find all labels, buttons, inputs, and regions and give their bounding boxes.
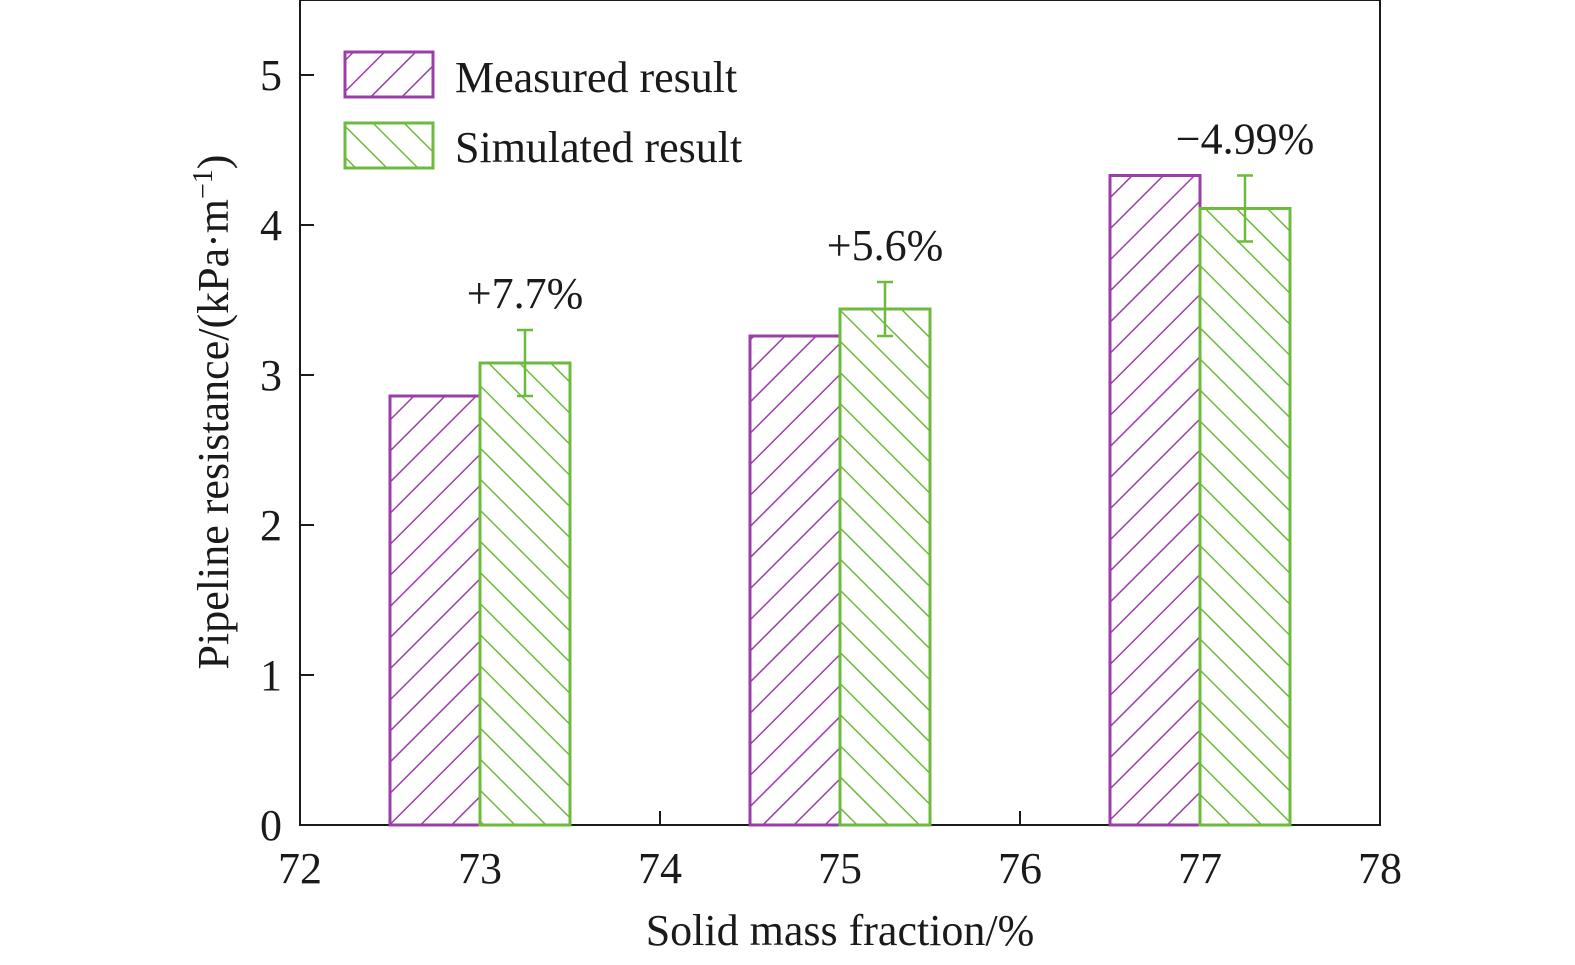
y-tick-label: 5 [260, 51, 282, 100]
y-axis-title-close: ) [189, 155, 238, 170]
x-tick-label: 77 [1178, 844, 1222, 893]
y-axis-ticks: 0 1 2 3 4 5 [260, 51, 314, 850]
annotation-label: +7.7% [467, 269, 583, 318]
y-tick-label: 2 [260, 501, 282, 550]
x-axis-title: Solid mass fraction/% [646, 906, 1035, 955]
legend: Measured result Simulated result [343, 50, 742, 172]
y-tick-label: 3 [260, 351, 282, 400]
x-tick-label: 72 [278, 844, 322, 893]
bar-measured [1108, 174, 1202, 827]
y-tick-label: 0 [260, 801, 282, 850]
x-tick-label: 76 [998, 844, 1042, 893]
annotation-label: +5.6% [827, 221, 943, 270]
annotations: +7.7% +5.6% −4.99% [467, 115, 1314, 319]
y-axis-title-main: Pipeline resistance/(kPa·m [189, 199, 238, 669]
error-bars [517, 174, 1253, 398]
y-axis-title-sup: −1 [188, 169, 219, 199]
legend-label-simulated: Simulated result [455, 123, 742, 172]
bar-simulated [838, 307, 932, 827]
x-tick-label: 74 [638, 844, 682, 893]
y-tick-label: 4 [260, 201, 282, 250]
bar-measured [748, 334, 842, 827]
bars [388, 174, 1292, 827]
x-tick-label: 73 [458, 844, 502, 893]
bar-measured [388, 394, 482, 827]
x-tick-label: 75 [818, 844, 862, 893]
legend-swatch-simulated [343, 121, 435, 170]
x-axis-ticks: 72 73 74 75 76 77 78 [278, 811, 1402, 893]
bar-simulated [478, 361, 572, 827]
bar-simulated [1198, 207, 1292, 827]
x-tick-label: 78 [1358, 844, 1402, 893]
y-tick-label: 1 [260, 651, 282, 700]
y-axis-title: Pipeline resistance/(kPa·m−1) [188, 155, 238, 670]
annotation-label: −4.99% [1176, 115, 1314, 164]
legend-swatch-measured [343, 50, 435, 99]
legend-label-measured: Measured result [455, 53, 737, 102]
